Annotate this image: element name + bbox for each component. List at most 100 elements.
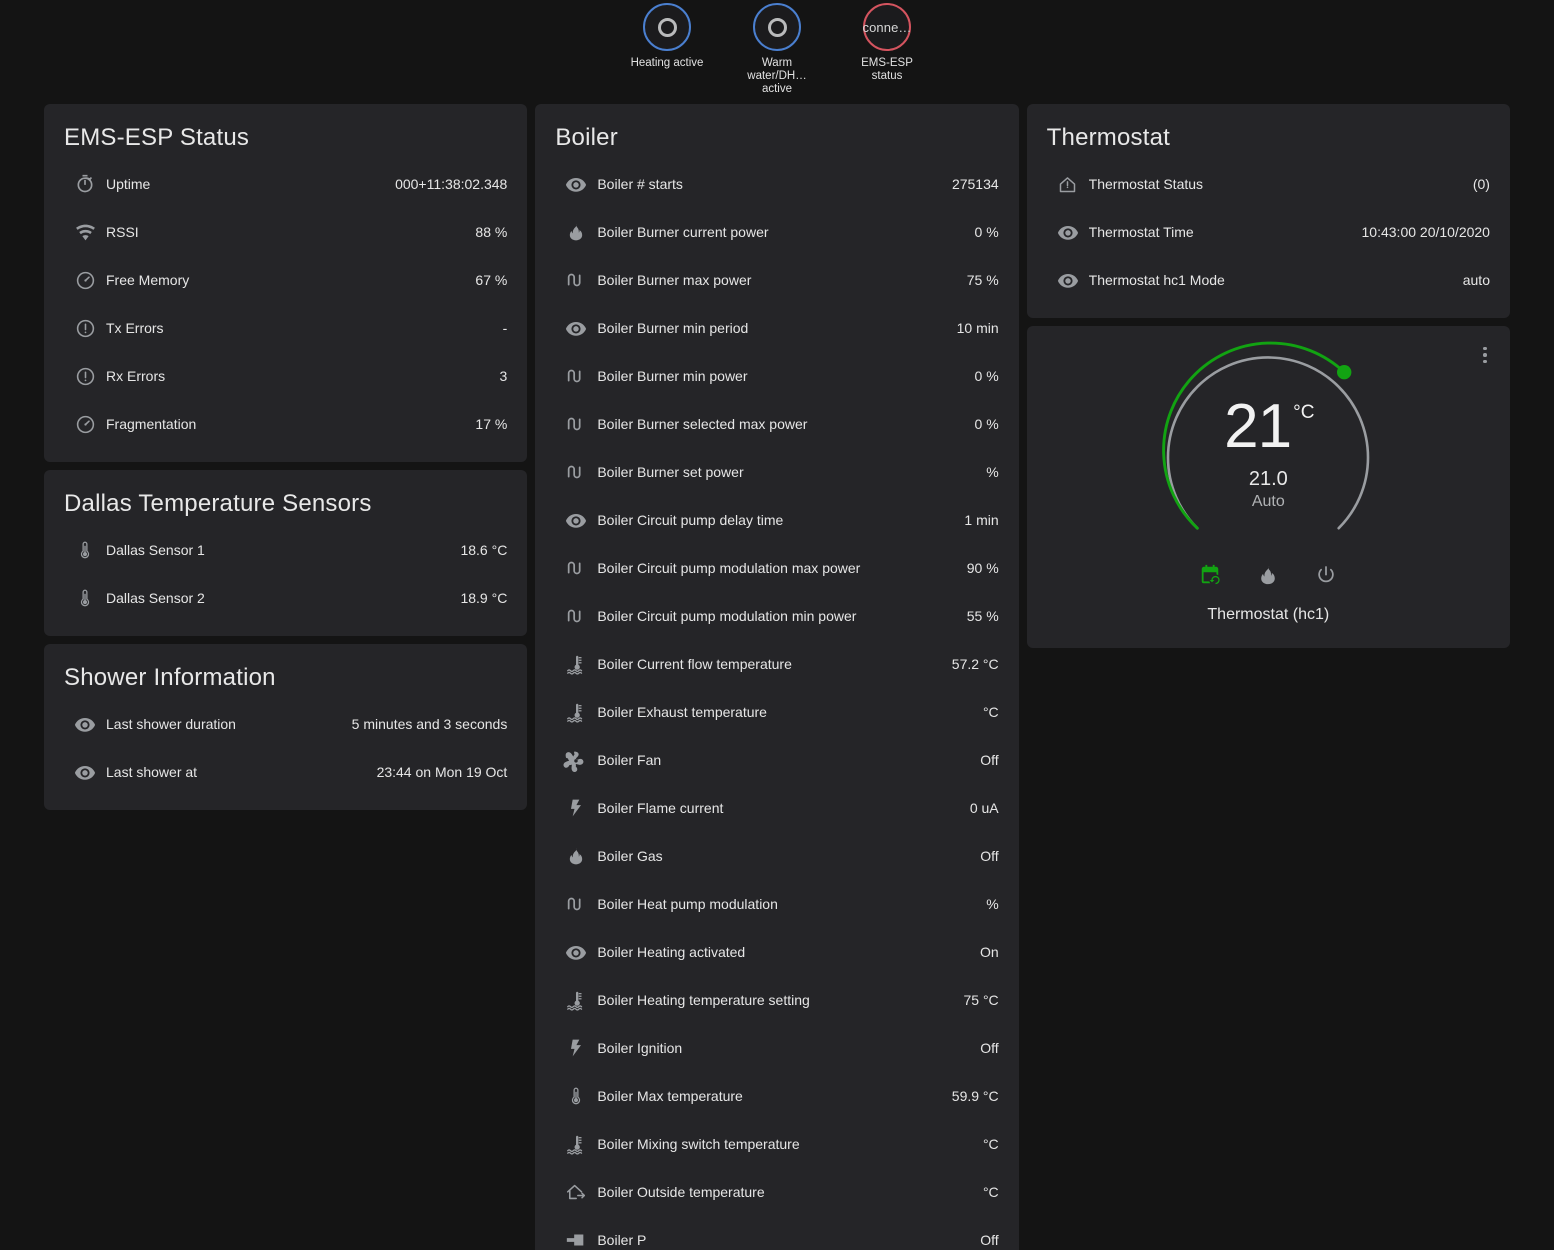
row-value: °C (982, 1184, 999, 1200)
row-boiler-burner-set-power[interactable]: Boiler Burner set power% (555, 448, 999, 496)
row-boiler-flame-current[interactable]: Boiler Flame current 0 uA (555, 784, 999, 832)
row-boiler-circuit-pump-modulation-min-power[interactable]: Boiler Circuit pump modulation min power… (555, 592, 999, 640)
row-tx-errors[interactable]: Tx Errors - (64, 304, 507, 352)
entity-list: Boiler # starts 275134 Boiler Burner curre… (555, 160, 999, 1250)
entity-list: Dallas Sensor 1 18.6 °C Dallas Sensor 2 … (64, 526, 507, 622)
row-value: 90 % (966, 560, 999, 576)
row-boiler-burner-min-power[interactable]: Boiler Burner min power 0 % (555, 352, 999, 400)
row-value: 23:44 on Mon 19 Oct (376, 764, 508, 780)
row-rssi[interactable]: RSSI 88 % (64, 208, 507, 256)
row-free-memory[interactable]: Free Memory 67 % (64, 256, 507, 304)
badge-state-text: conne… (862, 19, 912, 35)
card-dallas-temperature-sensors: Dallas Temperature Sensors Dallas Sensor… (44, 470, 528, 636)
card-thermostat-dial: 21 °C 21.0 Auto Thermost (1026, 326, 1510, 648)
row-boiler-burner-max-power[interactable]: Boiler Burner max power 75 % (555, 256, 999, 304)
row-boiler-current-flow-temperature[interactable]: Boiler Current flow temperature 57.2 °C (555, 640, 999, 688)
sine-wave-icon (555, 605, 597, 627)
card-columns: EMS-ESP Status Uptime 000+11:38:02.348 (0, 104, 1554, 1250)
row-label: Dallas Sensor 2 (106, 590, 205, 606)
row-value: Off (980, 1040, 999, 1056)
row-label: Boiler Exhaust temperature (597, 704, 767, 720)
row-label: Boiler Burner min power (597, 368, 748, 384)
row-label: Boiler Current flow temperature (597, 656, 792, 672)
row-value: 75 °C (963, 992, 999, 1008)
gauge-icon (64, 270, 106, 291)
row-label: Thermostat Time (1088, 224, 1194, 240)
card-title: Boiler (555, 124, 618, 151)
row-label: Uptime (106, 176, 151, 192)
row-uptime[interactable]: Uptime 000+11:38:02.348 (64, 160, 507, 208)
row-thermostat-time[interactable]: Thermostat Time 10:43:00 20/10/2020 (1047, 208, 1490, 256)
row-fragmentation[interactable]: Fragmentation 17 % (64, 400, 507, 448)
row-value: 5 minutes and 3 seconds (351, 716, 508, 732)
row-label: Boiler Mixing switch temperature (597, 1136, 800, 1152)
wifi-icon (64, 222, 106, 243)
row-boiler-p[interactable]: Boiler P Off (555, 1216, 999, 1250)
row-rx-errors[interactable]: Rx Errors 3 (64, 352, 507, 400)
thermometer-icon (555, 1086, 597, 1106)
row-boiler-circuit-pump-modulation-max-power[interactable]: Boiler Circuit pump modulation max power… (555, 544, 999, 592)
entity-list: Uptime 000+11:38:02.348 RSSI 88 % (64, 160, 507, 448)
flame-icon (555, 846, 597, 866)
badge-ems-esp-status[interactable]: conne… EMS-ESP status (840, 3, 934, 83)
row-boiler-heat-pump-modulation[interactable]: Boiler Heat pump modulation% (555, 880, 999, 928)
row-boiler-burner-selected-max-power[interactable]: Boiler Burner selected max power 0 % (555, 400, 999, 448)
row-value: 275134 (951, 176, 999, 192)
eye-icon (555, 173, 597, 195)
dial-handle[interactable] (1337, 365, 1352, 380)
row-thermostat-hc1-mode[interactable]: Thermostat hc1 Mode auto (1047, 256, 1490, 304)
row-value: 75 % (966, 272, 999, 288)
row-boiler-mixing-switch-temperature[interactable]: Boiler Mixing switch temperature °C (555, 1120, 999, 1168)
row-label: Boiler Heat pump modulation (597, 896, 778, 912)
row-boiler-circuit-pump-delay-time[interactable]: Boiler Circuit pump delay time 1 min (555, 496, 999, 544)
row-value: °C (982, 704, 999, 720)
row-label: Boiler Burner set power (597, 464, 744, 480)
card-title: EMS-ESP Status (64, 124, 250, 151)
flame-icon (555, 222, 597, 242)
power-icon[interactable] (1315, 564, 1337, 586)
row-last-shower-duration[interactable]: Last shower duration 5 minutes and 3 sec… (64, 700, 507, 748)
coolant-temp-icon (555, 701, 597, 723)
row-boiler-heating-temperature-setting[interactable]: Boiler Heating temperature setting 75 °C (555, 976, 999, 1024)
sine-wave-icon (555, 461, 597, 483)
row-boiler-fan[interactable]: Boiler Fan Off (555, 736, 999, 784)
row-label: Fragmentation (106, 416, 197, 432)
row-label: Boiler Max temperature (597, 1088, 743, 1104)
row-boiler-outside-temperature[interactable]: Boiler Outside temperature °C (555, 1168, 999, 1216)
row-value: 67 % (475, 272, 508, 288)
row-label: Rx Errors (106, 368, 166, 384)
row-label: RSSI (106, 224, 139, 240)
calendar-sync-icon[interactable] (1199, 564, 1221, 586)
row-value: Off (980, 848, 999, 864)
home-thermometer-icon (1047, 174, 1089, 195)
column-middle: Boiler Boiler # starts 275134 Boiler Burne… (535, 104, 1019, 1250)
pump-icon (555, 1229, 597, 1250)
row-value: On (979, 944, 999, 960)
row-thermostat-status[interactable]: Thermostat Status (0) (1047, 160, 1490, 208)
row-boiler-gas[interactable]: Boiler Gas Off (555, 832, 999, 880)
row-value: °C (982, 1136, 999, 1152)
thermostat-dial[interactable]: 21 °C 21.0 Auto (1153, 341, 1383, 559)
row-boiler-exhaust-temperature[interactable]: Boiler Exhaust temperature °C (555, 688, 999, 736)
row-boiler-heating-activated[interactable]: Boiler Heating activated On (555, 928, 999, 976)
card-thermostat: Thermostat Thermostat Status (0) Thermos (1026, 104, 1510, 318)
flame-icon[interactable] (1257, 564, 1279, 586)
row-label: Boiler Circuit pump modulation max power (597, 560, 861, 576)
row-value: 57.2 °C (951, 656, 999, 672)
row-boiler-burner-current-power[interactable]: Boiler Burner current power 0 % (555, 208, 999, 256)
row-boiler-ignition[interactable]: Boiler Ignition Off (555, 1024, 999, 1072)
row-dallas-sensor-2[interactable]: Dallas Sensor 2 18.9 °C (64, 574, 507, 622)
thermometer-icon (64, 588, 106, 608)
row-value: 0 uA (969, 800, 999, 816)
row-value: % (986, 896, 999, 912)
eye-icon (555, 317, 597, 339)
row-dallas-sensor-1[interactable]: Dallas Sensor 1 18.6 °C (64, 526, 507, 574)
dial-arcs[interactable] (1153, 341, 1383, 559)
badge-heating-active[interactable]: Heating active (620, 3, 714, 70)
row-boiler-burner-min-period[interactable]: Boiler Burner min period 10 min (555, 304, 999, 352)
row-boiler-max-temperature[interactable]: Boiler Max temperature 59.9 °C (555, 1072, 999, 1120)
dots-vertical-icon[interactable] (1472, 340, 1498, 370)
row-boiler-starts[interactable]: Boiler # starts 275134 (555, 160, 999, 208)
row-last-shower-at[interactable]: Last shower at 23:44 on Mon 19 Oct (64, 748, 507, 796)
badge-warm-water-active[interactable]: Warm water/DH… active (730, 3, 824, 96)
